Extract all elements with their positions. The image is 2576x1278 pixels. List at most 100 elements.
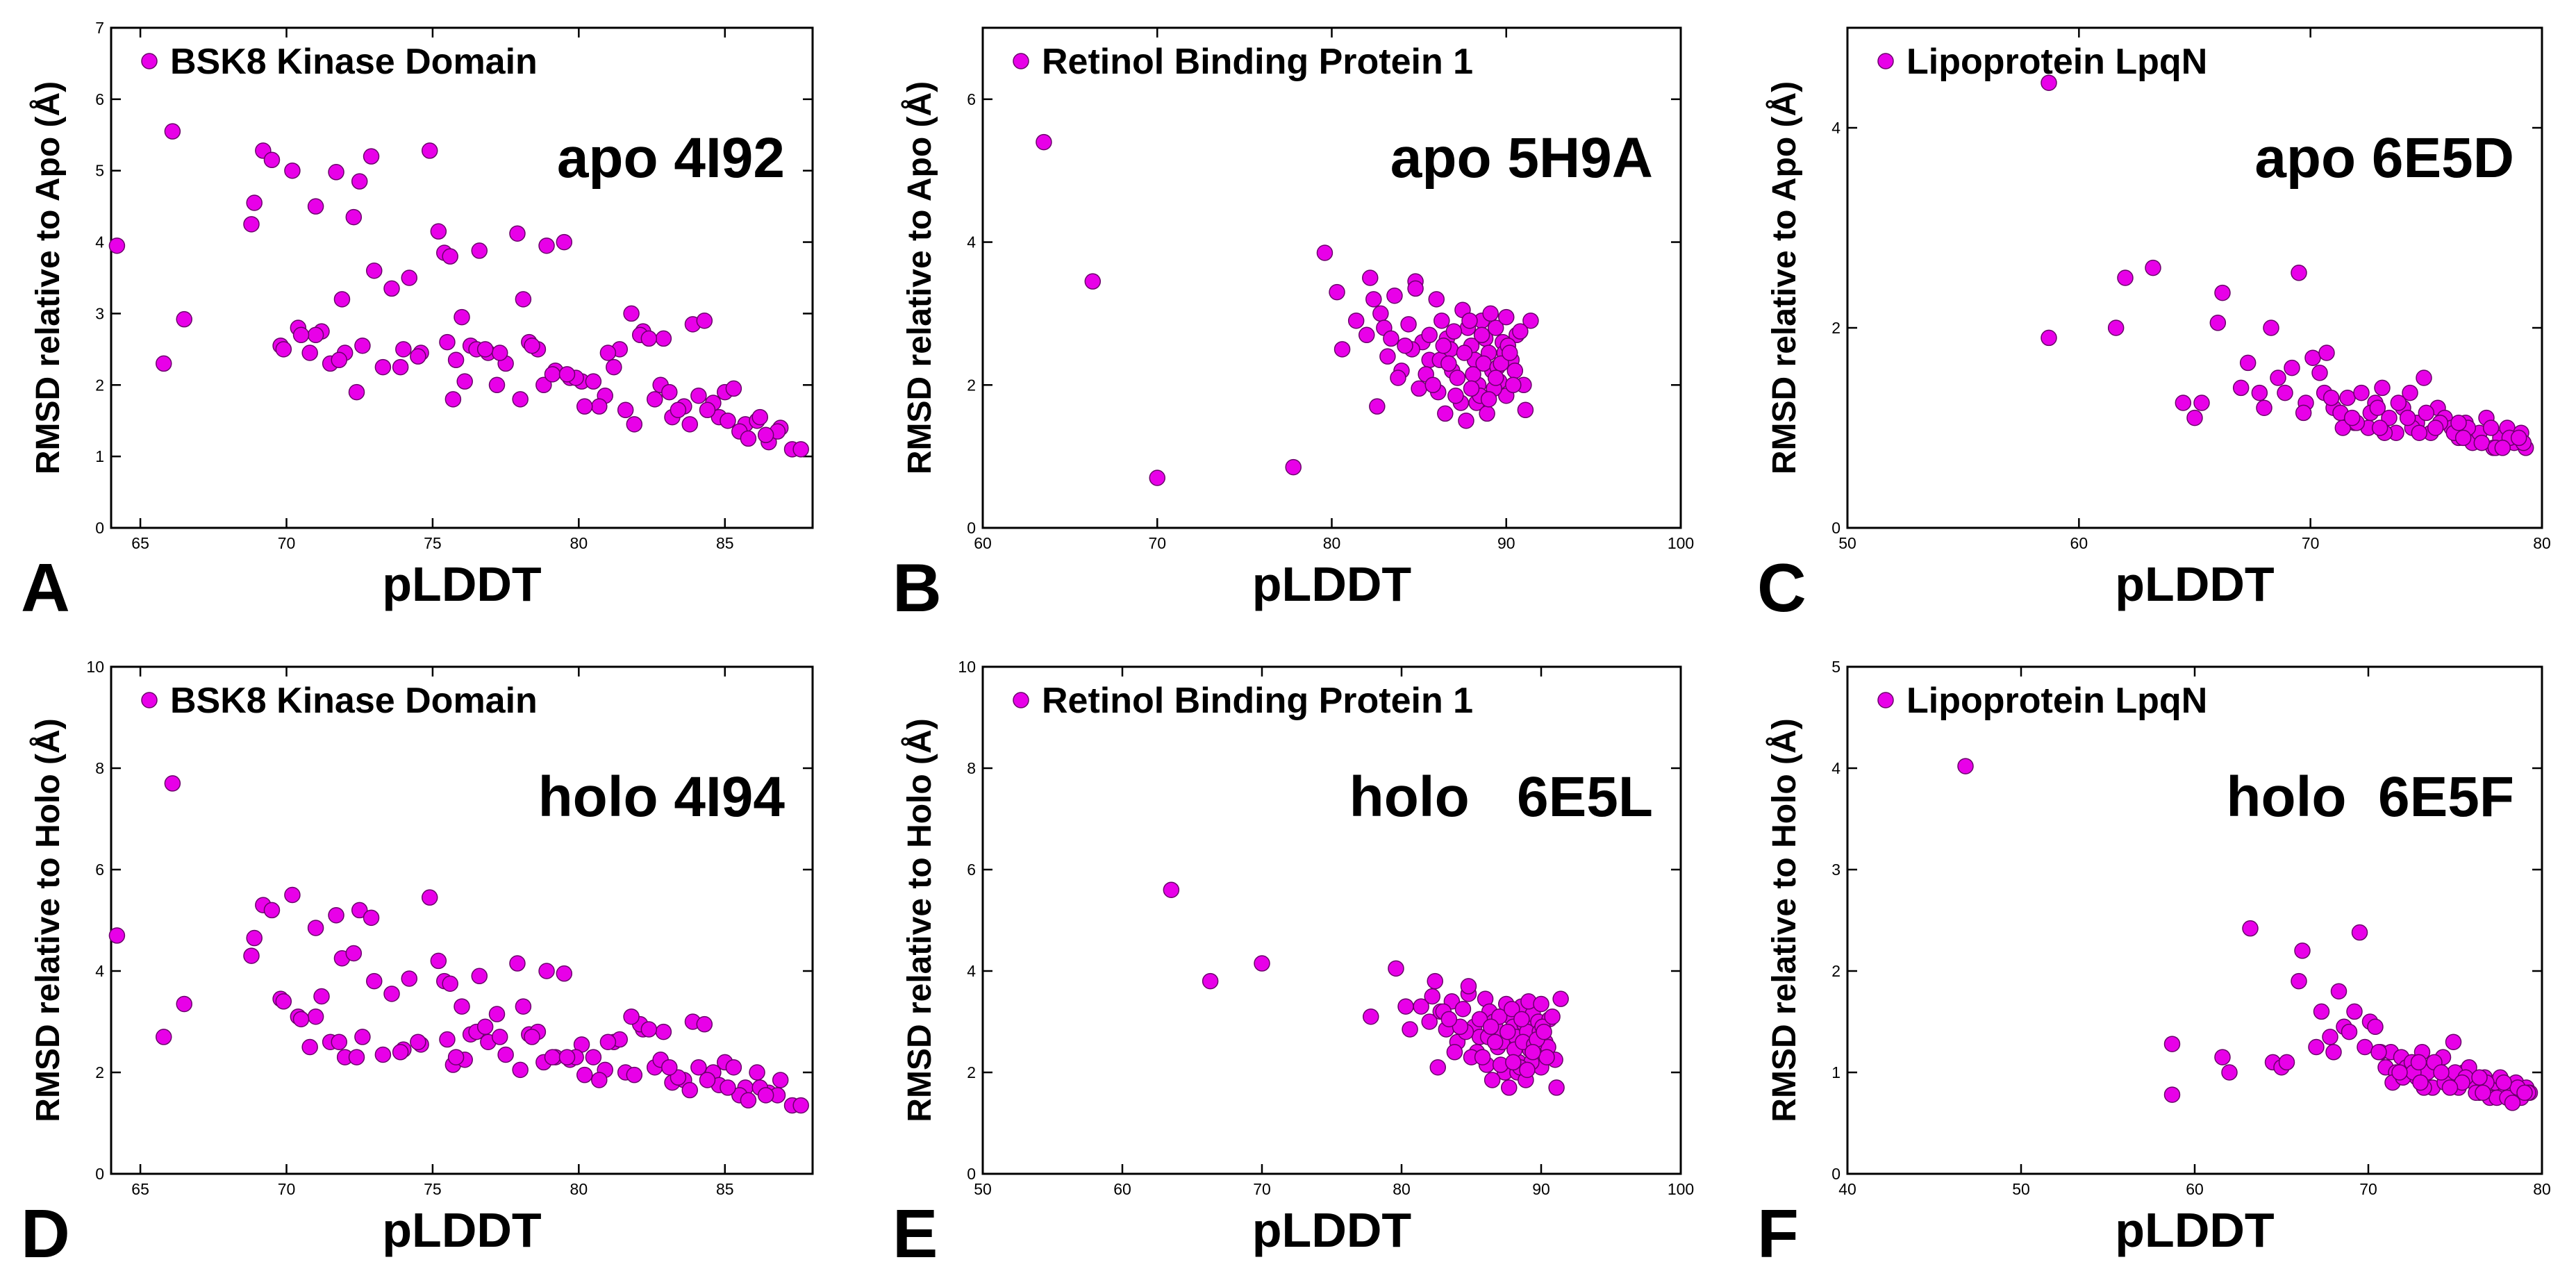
data-point [2369,399,2386,416]
data-point [2370,1044,2387,1061]
data-point [576,1066,593,1084]
data-point [1957,758,1974,774]
y-tick-label: 0 [95,1165,104,1183]
data-point [2504,1095,2521,1111]
data-point [1421,1013,1438,1030]
data-point [515,291,532,308]
data-point [757,1087,774,1104]
data-point [699,401,716,419]
y-tick-label: 1 [95,447,104,465]
data-point [491,345,508,361]
data-point [263,902,281,919]
data-point [313,988,330,1005]
data-point [2433,1064,2450,1081]
data-point [354,1029,371,1045]
data-point [1501,1079,1518,1096]
data-point [401,970,417,987]
x-tick-label: 85 [716,534,734,552]
data-point [626,416,643,433]
data-point [509,225,526,242]
legend-label: Lipoprotein LpqN [1906,681,2207,721]
x-tick-label: 70 [1253,1180,1271,1198]
data-point [690,387,707,404]
x-tick-label: 50 [1838,534,1856,552]
data-point [2473,434,2491,451]
y-axis-label: RMSD relative to Holo (Å) [29,718,67,1122]
data-point [1513,1011,1530,1028]
legend-label: BSK8 Kinase Domain [170,42,538,82]
data-point [2341,1023,2358,1040]
data-point [2322,1029,2338,1045]
data-point [442,248,458,265]
panel-b: 60 70 80 90 100 0 2 4 6 Retinol Binding Protein 1… [892,26,1694,626]
data-point [1499,1023,1516,1040]
x-tick-label: 70 [2359,1180,2377,1198]
y-axis-label: RMSD relative to Apo (Å) [1765,81,1803,474]
data-point [374,358,392,376]
data-point [623,305,640,322]
data-point [1460,978,1477,995]
data-point [2117,269,2134,286]
x-axis-label: pLDDT [382,557,541,611]
data-point [1474,1049,1491,1065]
x-tick-label: 90 [1532,1180,1550,1198]
data-point [328,906,344,924]
y-tick-label: 0 [95,519,104,537]
data-point [442,975,458,992]
data-point [2175,395,2192,411]
data-point [512,391,529,408]
data-point [2516,1084,2533,1101]
data-point [108,927,126,944]
data-point [307,1008,324,1025]
data-point [576,398,593,415]
data-point [696,312,713,329]
data-point [164,123,181,140]
y-tick-label: 4 [95,233,104,251]
data-point [447,351,465,369]
data-points [1163,881,1569,1096]
data-point [681,416,698,433]
data-point [2450,415,2467,431]
data-point [1482,1018,1499,1036]
data-point [1411,380,1427,397]
x-tick-label: 85 [716,1180,734,1198]
data-point [544,366,561,383]
data-point [307,198,324,215]
data-point [1522,312,1539,329]
data-point [1456,345,1473,361]
data-point [284,162,301,179]
data-point [1316,244,1333,261]
data-point [1437,405,1454,422]
y-tick-label: 10 [958,658,976,676]
x-tick-label: 60 [974,534,992,552]
data-point [348,383,365,401]
data-point [1390,370,1406,386]
data-point [1446,1044,1463,1061]
y-tick-label: 0 [1831,519,1840,537]
data-point [2371,420,2388,436]
data-point [2454,429,2472,447]
y-axis-label: RMSD relative to Apo (Å) [29,81,67,474]
panel-c: 50 60 70 80 0 2 4 Lipoprotein LpqN apo 6E5D pLDDT… [1757,26,2551,626]
data-point [2239,354,2257,372]
panel-letter: B [892,549,942,626]
data-point [2263,320,2279,336]
data-point [1463,380,1480,397]
y-tick-label: 3 [95,304,104,322]
data-point [263,151,281,169]
x-tick-label: 70 [1148,534,1166,552]
plot-frame [110,26,814,529]
data-point [1519,1061,1536,1079]
y-tick-label: 5 [1831,658,1840,676]
data-point [366,262,383,279]
data-point [363,909,380,927]
data-point [1163,881,1180,898]
data-point [1461,312,1478,329]
legend-marker [141,53,158,69]
x-axis-label: pLDDT [2115,557,2274,611]
data-point [491,1029,508,1045]
y-tick-label: 4 [1831,119,1840,137]
data-point [670,401,687,419]
data-point [2351,924,2368,941]
